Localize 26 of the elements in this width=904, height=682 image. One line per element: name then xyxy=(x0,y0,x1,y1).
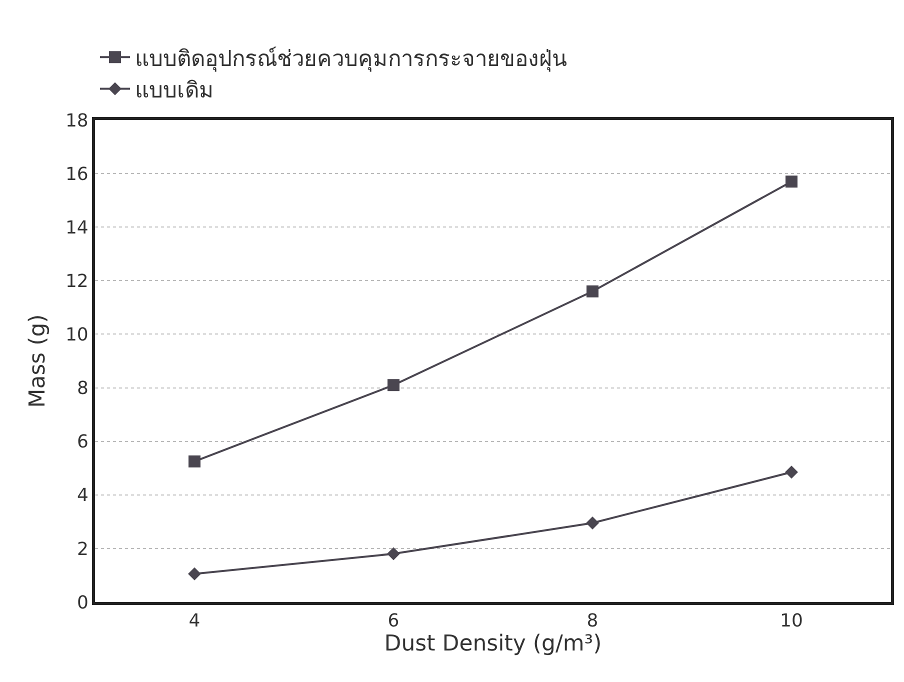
point xyxy=(785,466,798,479)
x-tick-label: 4 xyxy=(188,610,200,632)
point xyxy=(188,567,201,580)
point xyxy=(586,516,599,530)
y-tick-label: 2 xyxy=(76,538,88,560)
point xyxy=(786,176,798,188)
x-tick-label: 6 xyxy=(388,610,400,632)
legend-label: แบบเดิม xyxy=(135,78,214,104)
x-tick-label: 8 xyxy=(586,610,598,632)
y-tick-label: 4 xyxy=(76,485,88,506)
y-tick-label: 18 xyxy=(65,110,88,132)
y-tick-label: 12 xyxy=(65,270,88,292)
point xyxy=(188,455,200,468)
x-axis-title: Dust Density (g/m³) xyxy=(384,632,602,657)
x-tick-label: 10 xyxy=(780,610,803,632)
y-tick-label: 14 xyxy=(65,217,88,238)
y-tick-label: 6 xyxy=(76,432,88,453)
y-tick-label: 10 xyxy=(65,324,88,346)
y-axis-title: Mass (g) xyxy=(25,314,50,408)
y-tick-label: 8 xyxy=(76,378,88,400)
point xyxy=(388,379,400,392)
legend-label: แบบติดอุปกรณ์ช่วยควบคุมการกระจายของฝุ่น xyxy=(135,46,567,72)
y-tick-label: 16 xyxy=(65,164,88,185)
point xyxy=(586,285,598,298)
y-tick-label: 0 xyxy=(76,592,88,614)
point xyxy=(387,547,400,560)
